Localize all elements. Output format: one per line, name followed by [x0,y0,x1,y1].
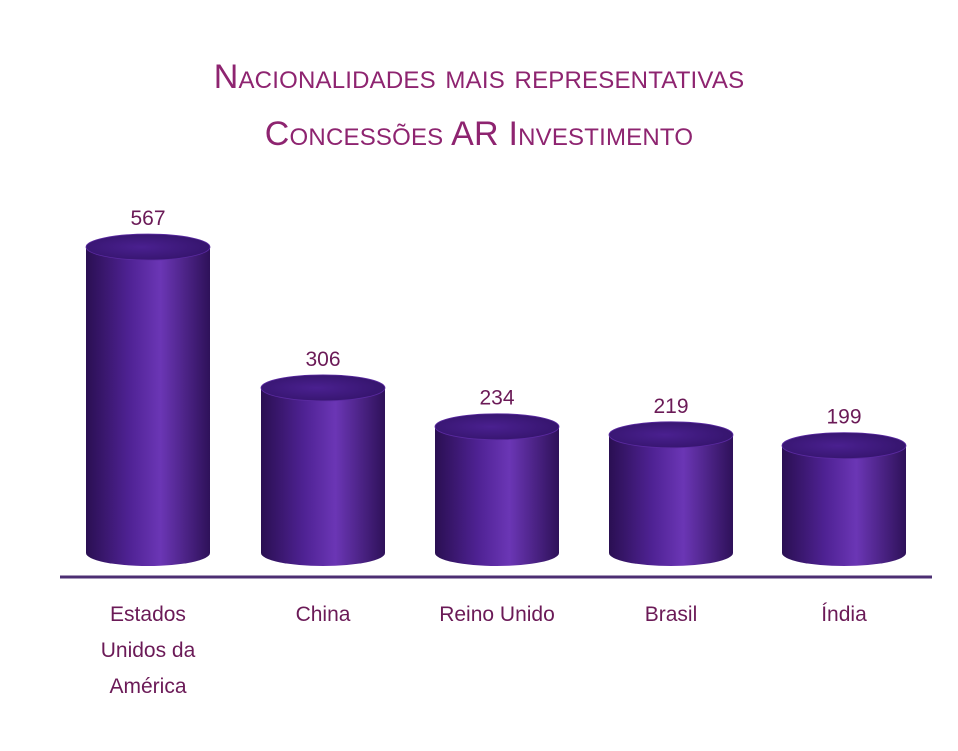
value-label-1: 306 [305,348,340,371]
value-label-4: 199 [826,406,861,429]
bar-body-4 [782,445,906,566]
bar-0 [85,233,211,566]
labels-layer: 567 Estados Unidos da América 306 China 234 Rei… [60,207,932,698]
bar-body-3 [609,434,733,566]
value-label-3: 219 [653,395,688,418]
category-label-2: Reino Unido [439,603,555,626]
bar-4 [781,432,907,566]
value-label-0: 567 [130,207,165,230]
chart-title-line-2: Concessões AR Investimento [264,115,694,153]
bar-top-2 [434,413,560,441]
category-label-0: Estados Unidos da América [101,603,196,698]
bars-layer [85,233,907,566]
bar-top-3 [608,421,734,449]
category-label-3: Brasil [645,603,698,626]
category-label-4: Índia [821,603,867,626]
bar-body-0 [86,247,210,566]
chart-title-line-1: Nacionalidades mais representativas [213,58,745,96]
category-label-1: China [296,603,351,626]
bar-2 [434,413,560,566]
bar-top-0 [85,233,211,261]
bar-body-2 [435,426,559,566]
bar-3 [608,421,734,566]
bar-1 [260,374,386,566]
value-label-2: 234 [479,387,514,410]
bar-top-4 [781,432,907,460]
bar-body-1 [261,387,385,566]
bar-top-1 [260,374,386,402]
